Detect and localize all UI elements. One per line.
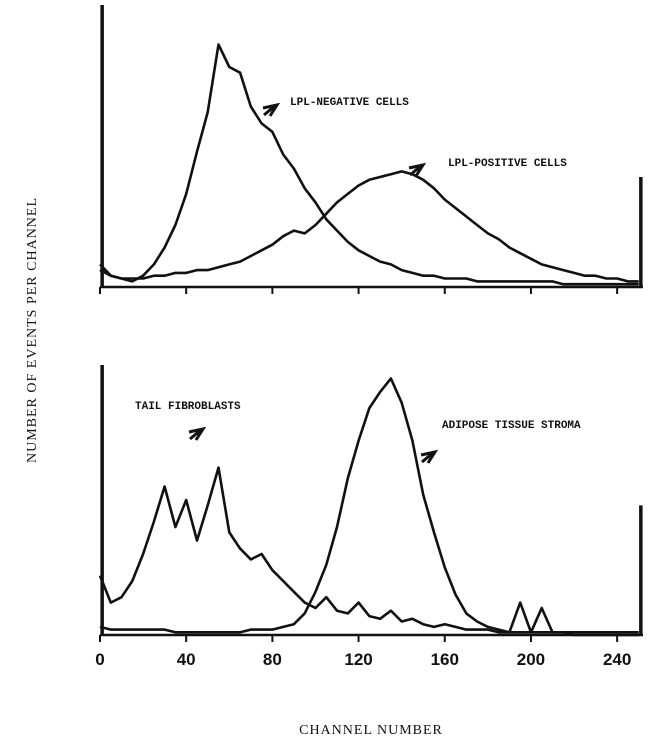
y-axis-label: NUMBER OF EVENTS PER CHANNEL: [25, 197, 40, 463]
annotation-arrow: [420, 449, 439, 464]
annotation-arrow: [262, 102, 281, 117]
annotation-arrow: [188, 426, 207, 441]
x-tick-label: 0: [95, 650, 104, 669]
histogram-line: [99, 377, 639, 634]
annotation: LPL-NEGATIVE CELLS: [290, 97, 409, 109]
annotation: LPL-POSITIVE CELLS: [448, 158, 567, 170]
histogram-line: [99, 43, 639, 286]
x-tick-label: 160: [431, 650, 459, 669]
histogram-line: [98, 466, 639, 637]
x-tick-label: 120: [344, 650, 372, 669]
x-tick-label: 200: [517, 650, 545, 669]
annotation-arrow: [408, 162, 427, 177]
x-tick-label: 40: [177, 650, 196, 669]
annotation: ADIPOSE TISSUE STROMA: [442, 420, 581, 432]
x-axis-label: CHANNEL NUMBER: [299, 723, 443, 738]
x-tick-label: 80: [263, 650, 282, 669]
x-tick-label: 240: [603, 650, 631, 669]
annotation: TAIL FIBROBLASTS: [135, 401, 241, 413]
histogram-line: [99, 170, 639, 283]
